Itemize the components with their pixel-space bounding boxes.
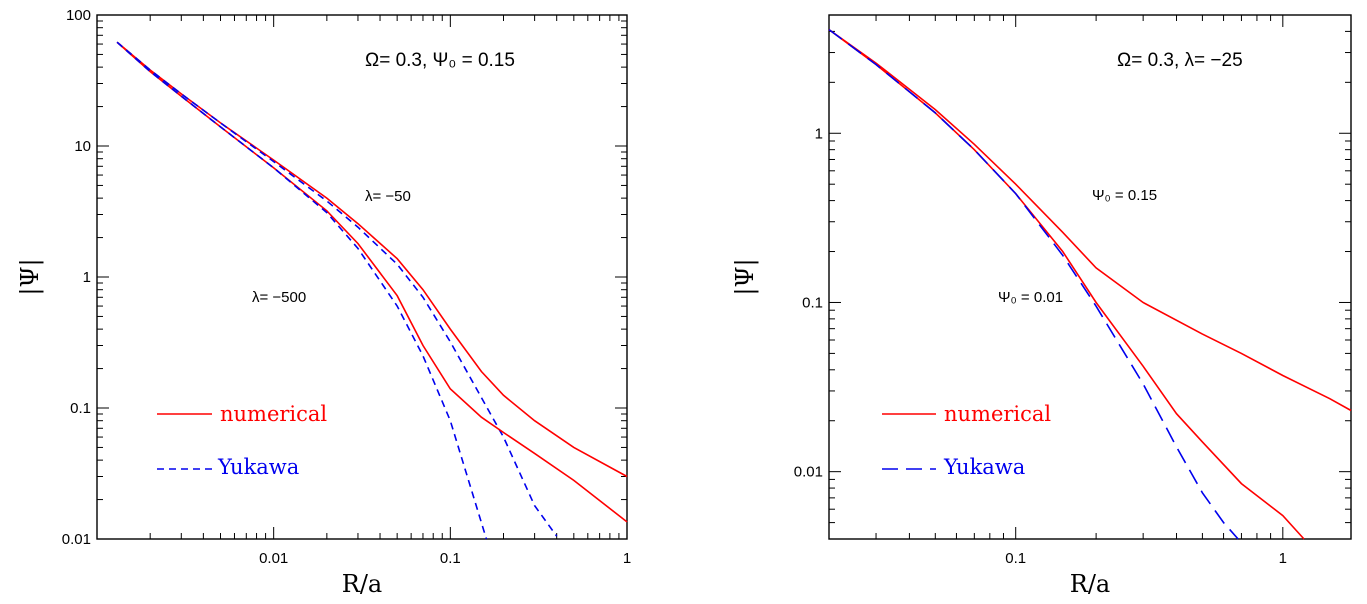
- right-y-tick-label: 0.1: [802, 294, 823, 311]
- right-chart-panel: 0.1 1 0.01 0.1 1 Ω= 0.3, λ= −25 Ψ₀ = 0.15 Ψ₀…: [731, 14, 1352, 598]
- left-y-tick-label: 1: [83, 269, 91, 286]
- left-lines: [116, 41, 628, 540]
- left-series-numerical-line: [116, 41, 628, 523]
- right-series-numerical-line: [828, 28, 1305, 540]
- right-lines: [828, 28, 1352, 540]
- right-plot-frame: [828, 14, 1352, 540]
- right-gridticks: 0.1 1 0.01 0.1 1: [794, 14, 1351, 567]
- right-legend-numerical-label: numerical: [944, 402, 1051, 426]
- left-gridticks: 0.01 0.1 1 0.01 0.1 1 10 100: [62, 7, 631, 567]
- left-plot-frame: [96, 14, 628, 540]
- left-series-yukawa-line: [116, 41, 488, 540]
- left-y-tick-label: 10: [74, 138, 91, 155]
- left-curve-b-label: λ= −500: [252, 289, 306, 306]
- left-y-tick-label: 100: [66, 7, 91, 24]
- left-y-tick-label: 0.1: [70, 400, 91, 417]
- left-param-annotation: Ω= 0.3, Ψ₀ = 0.15: [365, 50, 515, 71]
- right-series-yukawa-line: [828, 28, 1239, 540]
- left-y-tick-label: 0.01: [62, 531, 91, 548]
- right-legend-yukawa-label: Yukawa: [943, 455, 1025, 479]
- left-series-numerical-line: [116, 41, 628, 478]
- right-x-tick-label: 1: [1279, 550, 1287, 567]
- left-curve-a-label: λ= −50: [365, 188, 411, 205]
- right-y-tick-label: 0.01: [794, 464, 823, 481]
- right-series-numerical-line: [828, 28, 1352, 412]
- right-x-tick-label: 0.1: [1005, 550, 1026, 567]
- right-y-axis-label: |Ψ|: [731, 258, 760, 295]
- left-legend-numerical-label: numerical: [220, 402, 327, 426]
- left-x-axis-label: R/a: [342, 570, 382, 598]
- left-x-tick-label: 1: [623, 550, 631, 567]
- left-x-tick-label: 0.1: [440, 550, 461, 567]
- left-legend-yukawa-label: Yukawa: [217, 455, 299, 479]
- left-x-tick-label: 0.01: [259, 550, 288, 567]
- right-curve-a-label: Ψ₀ = 0.15: [1092, 187, 1157, 204]
- right-param-annotation: Ω= 0.3, λ= −25: [1117, 50, 1243, 71]
- right-x-axis-label: R/a: [1070, 570, 1110, 598]
- right-y-tick-label: 1: [815, 125, 823, 142]
- left-series-yukawa-line: [116, 41, 558, 537]
- right-curve-b-label: Ψ₀ = 0.01: [998, 289, 1063, 306]
- left-y-axis-label: |Ψ|: [16, 258, 45, 295]
